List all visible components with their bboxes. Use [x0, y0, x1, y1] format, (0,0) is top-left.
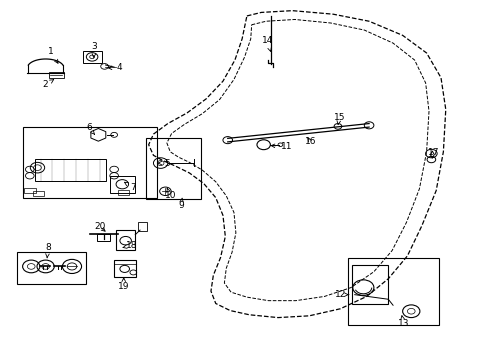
Bar — [17, 252, 86, 284]
Bar — [35, 159, 105, 181]
Text: 5: 5 — [158, 158, 169, 167]
Bar — [33, 190, 44, 196]
Text: 17: 17 — [427, 148, 439, 157]
Bar — [351, 265, 387, 304]
Text: 11: 11 — [271, 142, 292, 151]
Bar — [24, 188, 36, 193]
Bar — [118, 189, 129, 195]
Bar — [110, 176, 135, 193]
Text: 10: 10 — [164, 188, 176, 201]
Text: 14: 14 — [261, 36, 273, 51]
Bar — [49, 72, 64, 78]
Bar — [82, 50, 102, 63]
Bar — [138, 222, 146, 231]
Text: 3: 3 — [91, 42, 97, 57]
Text: 1: 1 — [47, 47, 58, 63]
Text: 4: 4 — [108, 63, 122, 72]
Bar — [97, 234, 110, 241]
Bar — [347, 258, 438, 325]
Text: 8: 8 — [45, 243, 51, 258]
Text: 20: 20 — [94, 222, 105, 231]
Text: 12: 12 — [334, 290, 348, 299]
Text: 19: 19 — [118, 278, 129, 291]
Text: 15: 15 — [333, 113, 345, 125]
Text: 6: 6 — [86, 123, 94, 134]
Bar — [114, 260, 136, 277]
Text: 2: 2 — [43, 80, 54, 89]
Text: 16: 16 — [304, 138, 316, 147]
Text: 13: 13 — [397, 316, 408, 328]
Bar — [116, 230, 135, 250]
Text: 7: 7 — [124, 182, 136, 192]
Text: 18: 18 — [123, 241, 137, 250]
Bar — [146, 138, 201, 199]
Text: 9: 9 — [178, 198, 184, 210]
Bar — [23, 127, 157, 198]
